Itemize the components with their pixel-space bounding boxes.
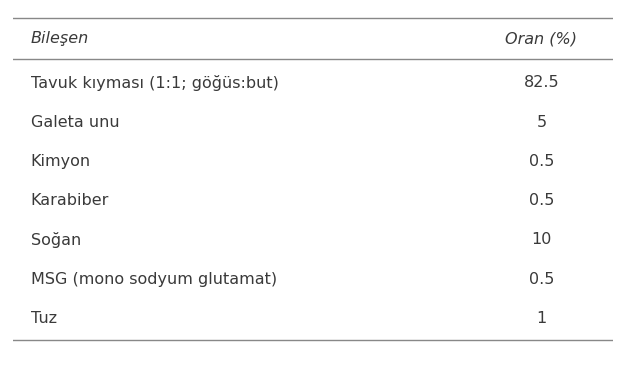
Text: 1: 1 (536, 311, 546, 326)
Text: Tuz: Tuz (31, 311, 57, 326)
Text: Karabiber: Karabiber (31, 193, 109, 208)
Text: Bileşen: Bileşen (31, 31, 89, 46)
Text: 10: 10 (531, 232, 552, 247)
Text: Galeta unu: Galeta unu (31, 115, 119, 129)
Text: Oran (%): Oran (%) (505, 31, 577, 46)
Text: 0.5: 0.5 (529, 193, 554, 208)
Text: Tavuk kıyması (1:1; göğüs:but): Tavuk kıyması (1:1; göğüs:but) (31, 75, 279, 91)
Text: 5: 5 (536, 115, 546, 129)
Text: 0.5: 0.5 (529, 272, 554, 286)
Text: MSG (mono sodyum glutamat): MSG (mono sodyum glutamat) (31, 272, 277, 286)
Text: Soğan: Soğan (31, 232, 81, 248)
Text: Kimyon: Kimyon (31, 154, 91, 169)
Text: 0.5: 0.5 (529, 154, 554, 169)
Text: 82.5: 82.5 (523, 75, 559, 90)
